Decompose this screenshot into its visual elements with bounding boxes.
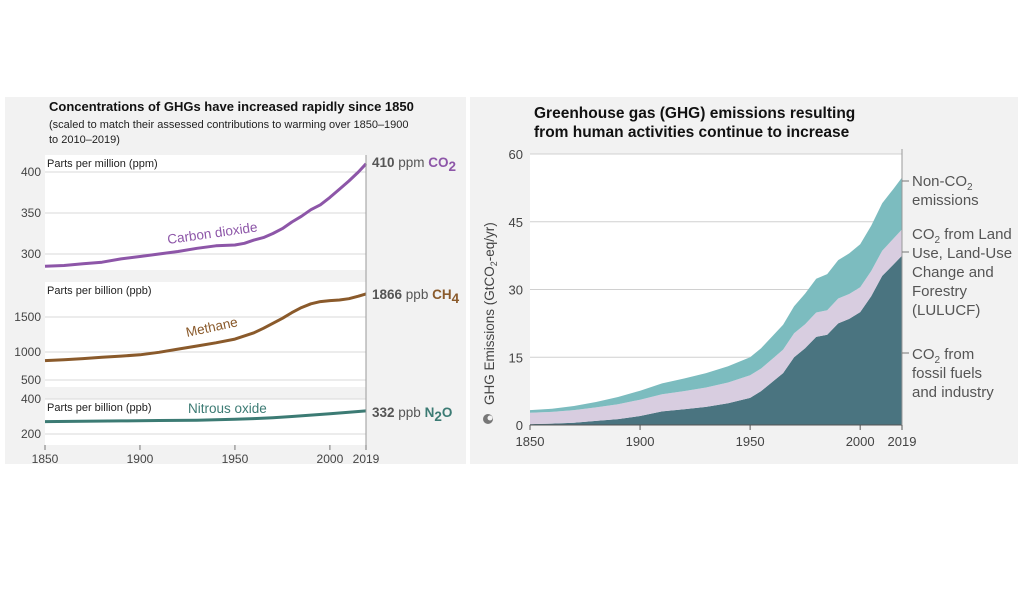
x-tick-label: 2000 [317,452,344,466]
legend-subscript: 2 [935,355,941,366]
gas-subscript: 4 [452,291,460,306]
y-tick-label: 500 [21,373,41,387]
end-value-label: 410 ppm CO2 [372,155,456,174]
end-unit: ppb [395,405,425,420]
emissions-chart: Greenhouse gas (GHG) emissions resulting… [482,105,1012,449]
left-subtitle-2: to 2010–2019) [49,134,120,146]
y-tick-label: 60 [509,147,523,162]
area-non-co2 [530,177,902,413]
x-tick-label: 1850 [516,434,545,449]
end-value: 1866 [372,287,403,302]
right-title-2: from human activities continue to increa… [534,124,850,141]
legend-fossil-line2: fossil fuels [912,365,982,382]
legend-text: Non-CO [912,173,967,190]
concentrations-panel: Concentrations of GHGs have increased ra… [5,97,466,466]
y-tick-label: 400 [21,392,41,406]
y-tick-label: 45 [509,215,523,230]
legend-nonco2-line1: Non-CO2 [912,173,973,193]
legend-fossil-line3: and industry [912,384,994,401]
unit-label: Parts per million (ppm) [47,158,158,170]
legend-nonco2-line2: emissions [912,192,979,209]
y-tick-label: 15 [509,350,523,365]
x-tick-label: 1850 [32,452,59,466]
y-axis-label: GHG Emissions (GtCO2-eq/yr) [482,222,499,405]
y-tick-label: 400 [21,165,41,179]
left-subtitle-1: (scaled to match their assessed contribu… [49,119,409,131]
gas-formula: CH [432,287,452,302]
x-tick-label: 1900 [127,452,154,466]
end-unit: ppb [402,287,432,302]
x-tick-label: 1950 [736,434,765,449]
legend-text: from [940,346,974,363]
legend-lulucf-line3: Change and [912,264,994,281]
gas-subscript: 2 [434,409,442,424]
y-tick-label: 300 [21,247,41,261]
end-unit: ppm [395,155,429,170]
y-tick-label: 200 [21,427,41,441]
gas-formula: CO [428,155,448,170]
end-value: 332 [372,405,395,420]
legend-lulucf-line5: (LULUCF) [912,302,980,319]
legend-lulucf-line1: CO2 from Land [912,226,1012,246]
x-tick-label: 1900 [626,434,655,449]
area-lulucf-co2 [530,229,902,425]
series-line-1 [44,292,367,363]
x-tick-label: 2000 [846,434,875,449]
ylabel-part: GHG Emissions (GtCO [482,266,497,405]
concentrations-chart: Concentrations of GHGs have increased ra… [14,99,460,466]
y-tick-label: 1000 [14,345,41,359]
area-fossil-co2 [530,255,902,425]
x-tick-label: 1950 [222,452,249,466]
plot-area-1 [45,282,366,387]
legend-text: from Land [940,226,1012,243]
legend-subscript: 2 [967,182,973,193]
gas-formula: N [425,405,435,420]
legend-lulucf-line2: Use, Land-Use [912,245,1012,262]
emissions-panel: Greenhouse gas (GHG) emissions resulting… [470,97,1018,464]
legend-text: CO [912,226,935,243]
end-value: 410 [372,155,395,170]
gas-formula-tail: O [442,405,453,420]
ylabel-part: -eq/yr) [482,222,497,261]
legend-subscript: 2 [935,235,941,246]
series-line-0 [44,162,368,268]
end-value-label: 332 ppb N2O [372,405,452,424]
x-tick-label: 2019 [888,434,917,449]
y-tick-label: 1500 [14,310,41,324]
y-tick-label: 0 [516,418,523,433]
legend-fossil-line1: CO2 from [912,346,974,366]
x-tick-label: 2019 [353,452,380,466]
info-icon-inner [487,415,493,421]
y-tick-label: 30 [509,283,523,298]
gas-subscript: 2 [449,159,457,174]
unit-label: Parts per billion (ppb) [47,402,152,414]
series-label: Nitrous oxide [188,401,267,416]
left-title: Concentrations of GHGs have increased ra… [49,99,414,114]
y-tick-label: 350 [21,206,41,220]
series-line-2 [44,409,367,424]
end-value-label: 1866 ppb CH4 [372,287,460,306]
legend-text: CO [912,346,935,363]
ylabel-subscript: 2 [489,261,499,266]
right-title-1: Greenhouse gas (GHG) emissions resulting [534,105,855,122]
unit-label: Parts per billion (ppb) [47,285,152,297]
legend-lulucf-line4: Forestry [912,283,968,300]
